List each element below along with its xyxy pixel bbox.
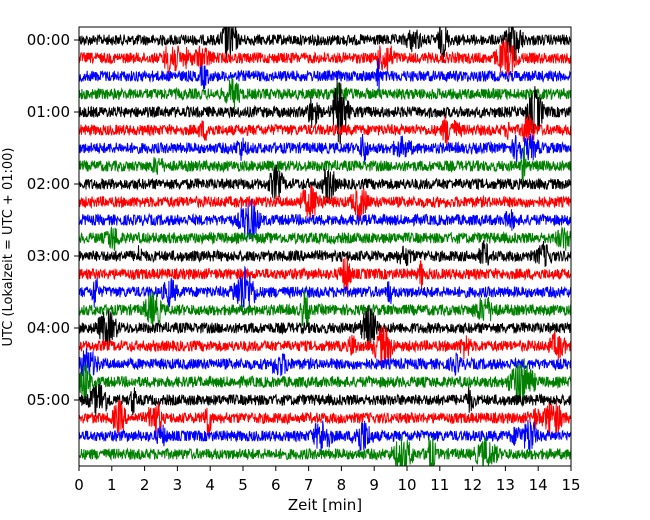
x-tick-label: 0	[74, 476, 84, 494]
trace-line	[79, 348, 571, 377]
x-tick-label: 12	[463, 476, 482, 494]
x-tick-label: 5	[238, 476, 248, 494]
trace-line	[79, 289, 571, 331]
x-tick-label: 14	[529, 476, 548, 494]
trace-line	[79, 185, 571, 222]
x-tick-label: 10	[397, 476, 416, 494]
plot-background	[79, 27, 571, 466]
x-tick-label: 6	[271, 476, 281, 494]
plot-frame	[78, 26, 572, 467]
trace-line	[79, 305, 571, 350]
trace-line	[79, 358, 571, 406]
trace-line	[79, 79, 571, 145]
y-tick-label: 02:00	[27, 175, 70, 193]
trace-line	[79, 27, 571, 63]
x-tick-label: 3	[173, 476, 183, 494]
x-tick-label: 8	[337, 476, 347, 494]
trace-line	[79, 399, 571, 441]
x-tick-label: 7	[304, 476, 314, 494]
y-tick-label: 01:00	[27, 103, 70, 121]
x-axis-label: Zeit [min]	[288, 496, 362, 514]
trace-line	[79, 199, 571, 240]
x-tick-label: 13	[496, 476, 515, 494]
y-axis-label: UTC (Lokalzeit = UTC + 01:00)	[1, 148, 16, 347]
trace-line	[79, 58, 571, 95]
trace-line	[79, 38, 571, 79]
trace-line	[79, 257, 571, 291]
trace-line	[79, 326, 571, 367]
x-tick-label: 9	[369, 476, 379, 494]
trace-line	[79, 226, 571, 251]
x-axis: 0 1 2 3 4 5 6 7 8 9 10 11 12 13 14 15	[74, 466, 581, 494]
trace-line	[79, 145, 571, 185]
x-tick-label: 1	[107, 476, 117, 494]
trace-line	[79, 419, 571, 455]
trace-group	[79, 27, 571, 466]
y-tick-label: 00:00	[27, 31, 70, 49]
y-axis: 00:00 01:00 02:00 03:00 04:00 05:00	[27, 31, 79, 409]
y-tick-label: 05:00	[27, 391, 70, 409]
trace-line	[79, 265, 571, 309]
y-tick-label: 03:00	[27, 247, 70, 265]
trace-line	[79, 133, 571, 165]
trace-line	[79, 164, 571, 205]
trace-line	[79, 436, 571, 466]
trace-line	[79, 114, 571, 149]
trace-line	[79, 383, 571, 417]
trace-line	[79, 240, 571, 267]
x-tick-label: 11	[430, 476, 449, 494]
x-tick-label: 4	[205, 476, 215, 494]
trace-line	[79, 76, 571, 110]
x-tick-label: 15	[561, 476, 580, 494]
y-tick-label: 04:00	[27, 319, 70, 337]
x-tick-label: 2	[140, 476, 150, 494]
